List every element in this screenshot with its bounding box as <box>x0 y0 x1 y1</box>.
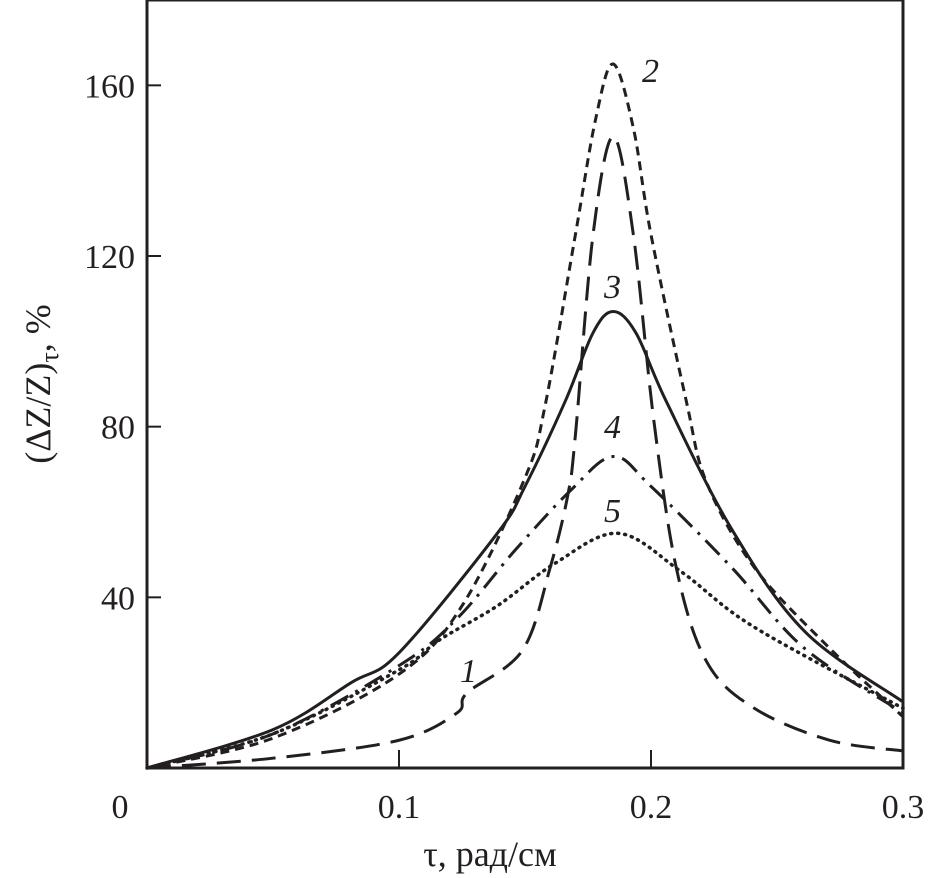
ticks: 0 0.1 0.2 0.3 40 80 120 160 <box>84 68 924 826</box>
curve-label-1: 1 <box>460 653 477 690</box>
x-tick-label: 0.2 <box>630 789 673 826</box>
curve-label-4: 4 <box>604 409 621 446</box>
y-axis-label: (ΔZ/Z)τ, % <box>18 304 64 464</box>
y-tick-label: 160 <box>84 68 135 105</box>
x-tick-label: 0 <box>112 789 129 826</box>
series-line-5 <box>145 531 905 770</box>
curve-label-5: 5 <box>604 493 621 530</box>
x-tick-label: 0.1 <box>378 789 421 826</box>
y-tick-label: 80 <box>101 410 135 447</box>
series-line-1 <box>146 135 904 770</box>
series-line-2 <box>146 62 905 770</box>
curve-label-2: 2 <box>642 53 659 90</box>
y-tick-label: 40 <box>101 580 135 617</box>
series-line-4 <box>146 455 904 770</box>
curves <box>145 62 905 770</box>
curve-label-3: 3 <box>603 269 621 306</box>
plot-frame <box>145 0 905 770</box>
x-tick-label: 0.3 <box>882 789 925 826</box>
y-tick-label: 120 <box>84 239 135 276</box>
series-line-3 <box>146 309 904 770</box>
x-axis-label: τ, рад/см <box>423 834 557 874</box>
